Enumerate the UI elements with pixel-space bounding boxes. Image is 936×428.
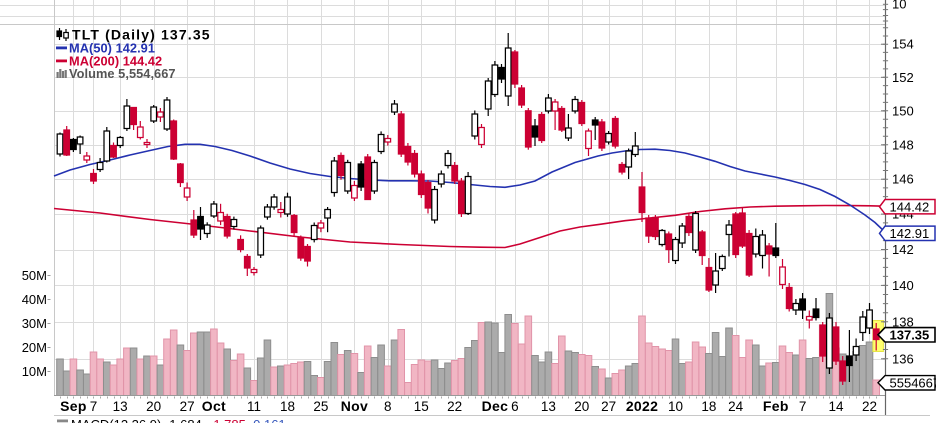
svg-text:MACD(12,26,9) -1.684, -1.785,: MACD(12,26,9) -1.684, -1.785, 0.161: [71, 417, 286, 423]
svg-text:142.91: 142.91: [890, 226, 930, 241]
svg-text:25: 25: [313, 399, 328, 414]
svg-text:152: 152: [892, 70, 914, 85]
svg-text:142: 142: [892, 242, 914, 257]
svg-text:22: 22: [862, 399, 877, 414]
svg-text:144.42: 144.42: [890, 199, 930, 214]
svg-text:30M: 30M: [22, 316, 47, 331]
svg-text:2022: 2022: [626, 398, 658, 414]
svg-text:20M: 20M: [22, 340, 47, 355]
svg-text:13: 13: [113, 399, 128, 414]
svg-text:22: 22: [447, 399, 462, 414]
svg-text:40M: 40M: [22, 292, 47, 307]
svg-text:7: 7: [799, 399, 807, 414]
svg-text:148: 148: [892, 137, 914, 152]
svg-text:10: 10: [668, 399, 683, 414]
svg-text:6: 6: [511, 399, 519, 414]
svg-text:5554667: 5554667: [890, 375, 936, 390]
svg-text:50M: 50M: [22, 268, 47, 283]
svg-text:20: 20: [574, 399, 589, 414]
svg-text:10M: 10M: [22, 364, 47, 379]
svg-text:136: 136: [892, 351, 914, 366]
svg-text:154: 154: [892, 37, 914, 52]
svg-text:20: 20: [146, 399, 161, 414]
svg-text:7: 7: [90, 399, 98, 414]
svg-text:18: 18: [280, 399, 295, 414]
svg-text:11: 11: [247, 399, 261, 414]
svg-text:Feb: Feb: [763, 398, 789, 414]
svg-text:150: 150: [892, 103, 914, 118]
svg-text:27: 27: [180, 399, 195, 414]
svg-text:15: 15: [414, 399, 429, 414]
svg-text:24: 24: [728, 399, 744, 414]
svg-text:18: 18: [701, 399, 716, 414]
svg-text:13: 13: [541, 399, 556, 414]
svg-text:140: 140: [892, 278, 914, 293]
svg-text:27: 27: [601, 399, 616, 414]
svg-text:Oct: Oct: [202, 398, 226, 414]
svg-text:14: 14: [828, 399, 844, 414]
svg-text:146: 146: [892, 172, 914, 187]
svg-text:Sep: Sep: [60, 398, 87, 414]
svg-text:8: 8: [384, 399, 392, 414]
svg-text:10: 10: [892, 0, 906, 12]
svg-text:Nov: Nov: [341, 398, 368, 414]
svg-text:Volume 5,554,667: Volume 5,554,667: [69, 66, 176, 81]
svg-text:Dec: Dec: [482, 398, 509, 414]
svg-text:137.35: 137.35: [890, 327, 930, 342]
